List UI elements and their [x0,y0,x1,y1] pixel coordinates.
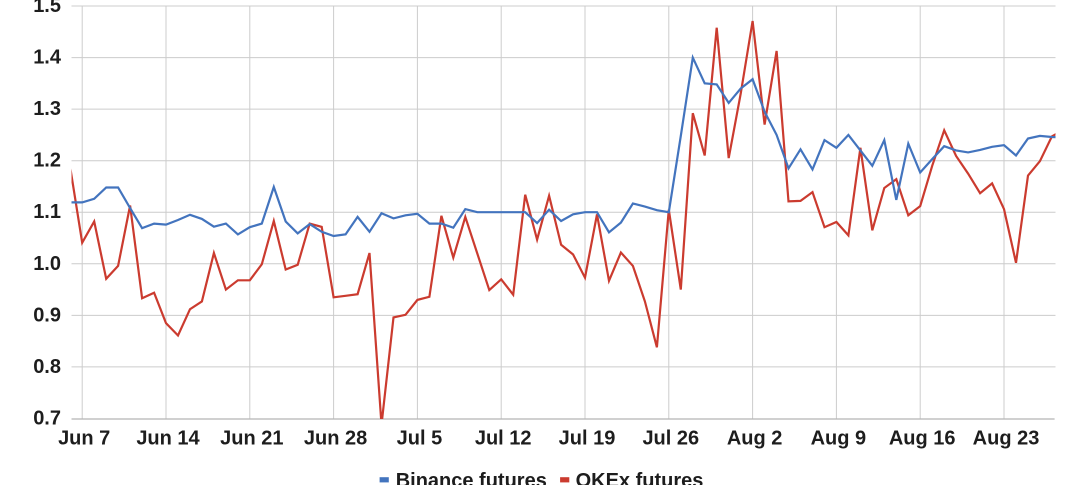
svg-text:0.8: 0.8 [33,356,61,378]
svg-text:Jul 12: Jul 12 [475,428,532,450]
svg-text:Jun 28: Jun 28 [304,428,367,450]
svg-text:1.2: 1.2 [33,150,61,172]
svg-text:1.4: 1.4 [33,47,62,69]
svg-text:0.7: 0.7 [33,408,61,430]
svg-text:1.5: 1.5 [33,0,61,17]
svg-text:Aug 9: Aug 9 [811,428,867,450]
svg-text:1.3: 1.3 [33,98,61,120]
svg-text:Binance futures: Binance futures [396,470,547,485]
svg-text:OKEx futures: OKEx futures [576,470,704,485]
svg-text:Jul 5: Jul 5 [397,428,443,450]
svg-text:Jun 21: Jun 21 [220,428,283,450]
svg-text:Jun 14: Jun 14 [136,428,200,450]
svg-text:Jul 19: Jul 19 [559,428,616,450]
svg-text:Jul 26: Jul 26 [642,428,699,450]
svg-text:Aug 23: Aug 23 [973,428,1040,450]
svg-text:Aug 2: Aug 2 [727,428,783,450]
svg-text:Jun 7: Jun 7 [58,428,110,450]
svg-text:1.0: 1.0 [33,253,61,275]
svg-text:1.1: 1.1 [33,201,61,223]
svg-text:Aug 16: Aug 16 [889,428,956,450]
svg-text:0.9: 0.9 [33,304,61,326]
